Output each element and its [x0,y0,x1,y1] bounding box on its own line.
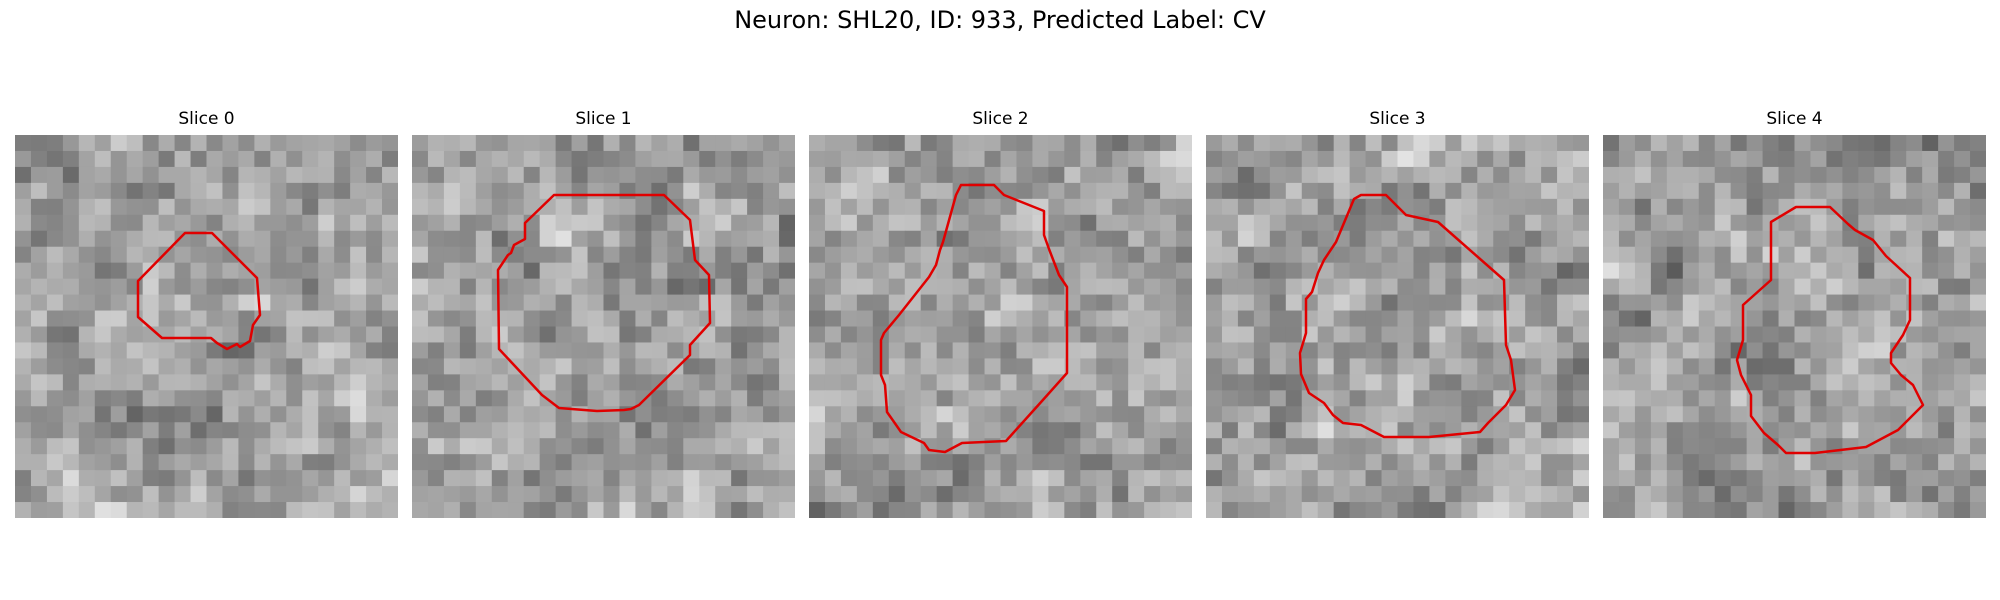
slice-panel-1: Slice 1 [412,108,795,518]
slice-image [1603,135,1986,518]
slice-title: Slice 4 [1766,109,1823,129]
grayscale-patch [15,135,398,518]
slice-title: Slice 0 [178,109,235,129]
slice-panel-3: Slice 3 [1206,108,1589,518]
grayscale-patch [809,135,1192,518]
grayscale-patch [412,135,795,518]
figure-title: Neuron: SHL20, ID: 933, Predicted Label:… [734,6,1266,34]
slice-panel-2: Slice 2 [809,108,1192,518]
segmentation-contour [496,193,712,413]
grayscale-patch [1206,135,1589,518]
slice-image [412,135,795,518]
segmentation-contour [879,183,1069,454]
segmentation-contour [1735,205,1925,455]
slice-title: Slice 1 [575,109,632,129]
slice-title: Slice 2 [972,109,1029,129]
slice-image [809,135,1192,518]
segmentation-contour [1298,193,1517,439]
segmentation-contour [136,231,262,351]
slice-title: Slice 3 [1369,109,1426,129]
slice-image [15,135,398,518]
slice-image [1206,135,1589,518]
grayscale-patch [1603,135,1986,518]
slice-panel-0: Slice 0 [15,108,398,518]
slice-panel-4: Slice 4 [1603,108,1986,518]
